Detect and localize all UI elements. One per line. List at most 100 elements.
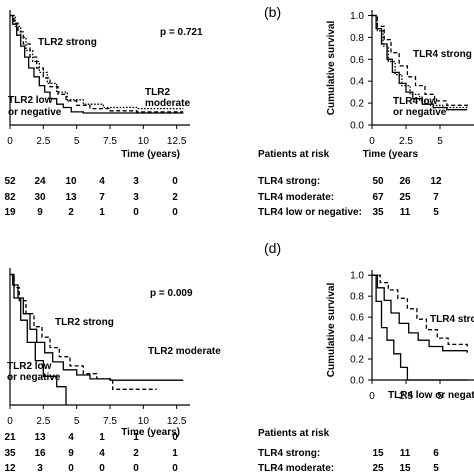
risk-value: 16 [34, 448, 46, 459]
risk-value: 0 [99, 463, 105, 474]
risk-value: 82 [4, 192, 16, 203]
risk-value: 13 [34, 432, 46, 443]
risk-value: 3 [133, 192, 139, 203]
x-axis-label: Time (years) [121, 149, 180, 160]
km-curve-3 [10, 273, 67, 405]
series-label: TLR2 low [7, 361, 52, 372]
risk-row-label: TLR4 strong: [258, 448, 320, 459]
risk-value: 9 [37, 207, 43, 218]
risk-value: 2 [133, 448, 139, 459]
risk-row-label: TLR4 low or negative: [258, 207, 362, 218]
risk-value: 4 [99, 176, 105, 187]
y-tick-label: 0.0 [350, 376, 364, 387]
y-tick-label: 0.6 [350, 55, 364, 66]
risk-value: 2 [172, 192, 178, 203]
risk-value: 30 [34, 192, 46, 203]
risk-row-label: TLR4 moderate: [258, 463, 334, 474]
risk-value: 1 [99, 207, 105, 218]
km-curve-1 [372, 14, 468, 108]
risk-value: 52 [4, 176, 16, 187]
risk-value: 0 [172, 463, 178, 474]
x-axis-label: Time (years) [121, 427, 180, 438]
panel-d: 0 2.5 5 0.0 0.2 0.4 0.6 0.8 1.0 Cumulative surviv… [258, 240, 474, 474]
x-tick-label: 5 [437, 136, 443, 147]
x-tick-label: 2.5 [36, 416, 50, 427]
risk-value: 12 [4, 463, 16, 474]
risk-value: 3 [37, 463, 43, 474]
risk-value: 2 [68, 207, 74, 218]
risk-value: 5 [433, 463, 439, 474]
risk-value: 0 [133, 207, 139, 218]
x-tick-label: 5 [74, 136, 80, 147]
risk-value: 25 [399, 192, 411, 203]
risk-value: 0 [133, 463, 139, 474]
series-label: TLR2 low [8, 95, 53, 106]
risk-table: Patients at risk TLR4 strong: 50 26 12 TLR4 m… [258, 149, 442, 218]
y-tick-label: 1.0 [350, 11, 364, 22]
risk-value: 0 [172, 207, 178, 218]
km-curve-1 [10, 14, 184, 114]
y-tick-label: 0.8 [350, 33, 364, 44]
series-label: or negative [393, 107, 447, 118]
risk-value: 50 [372, 176, 384, 187]
x-tick-label: 0 [7, 136, 13, 147]
km-curve-3 [10, 14, 184, 110]
risk-value: 35 [372, 207, 384, 218]
risk-value: 0 [172, 176, 178, 187]
risk-value: 11 [400, 207, 411, 218]
risk-table: 52 24 10 4 3 082 30 13 7 3 219 9 2 1 0 0 [4, 176, 178, 218]
risk-value: 3 [133, 176, 139, 187]
y-tick-label: 0.2 [350, 355, 364, 366]
risk-table: 21 13 4 1 1 035 16 9 4 2 112 3 0 0 0 0 [4, 432, 178, 474]
risk-value: 10 [65, 176, 77, 187]
series-label: TLR2 moderate [148, 346, 221, 357]
series-label: TLR4 strong [413, 49, 472, 60]
x-tick-label: 12.5 [167, 136, 187, 147]
x-tick-label: 0 [7, 416, 13, 427]
risk-value: 11 [400, 448, 411, 459]
risk-value: 4 [99, 448, 105, 459]
x-tick-label: 10 [138, 416, 150, 427]
y-tick-label: 0.2 [350, 99, 364, 110]
series-label: TLR2 strong [55, 317, 114, 328]
risk-value: 1 [172, 448, 178, 459]
risk-value: 7 [433, 192, 439, 203]
risk-value: 12 [430, 176, 442, 187]
y-tick-label: 0.6 [350, 313, 364, 324]
y-tick-label: 0.0 [350, 121, 364, 132]
x-tick-label: 5 [74, 416, 80, 427]
risk-value: 24 [34, 176, 46, 187]
risk-row-label: TLR4 strong: [258, 176, 320, 187]
series-label: moderate [145, 98, 190, 109]
series-label: TLR4 stron [430, 314, 474, 325]
x-tick-label: 7.5 [103, 416, 117, 427]
x-tick-label: 0 [369, 391, 375, 402]
risk-value: 1 [133, 432, 139, 443]
risk-value: 15 [372, 448, 384, 459]
panel-b: 0 2.5 5 0.0 0.2 0.4 0.6 0.8 1.0 Cumulative surviv… [258, 4, 474, 218]
y-axis-label: Cumulative survival [326, 283, 337, 378]
y-tick-label: 0.4 [350, 77, 364, 88]
risk-value: 19 [4, 207, 16, 218]
risk-value: 0 [68, 463, 74, 474]
x-tick-label: 10 [138, 136, 150, 147]
risk-table-title: Patients at risk [258, 149, 330, 160]
risk-row-label: TLR4 moderate: [258, 192, 334, 203]
x-tick-label: 12.5 [167, 416, 187, 427]
series-label: or negative [8, 107, 62, 118]
x-tick-label: 2.5 [399, 136, 413, 147]
risk-value: 5 [433, 207, 439, 218]
x-tick-label: 0 [369, 136, 375, 147]
risk-value: 35 [4, 448, 16, 459]
x-tick-label: 5 [437, 391, 443, 402]
risk-value: 15 [399, 463, 411, 474]
km-curve-3 [372, 14, 468, 109]
series-label: TLR4 low [393, 96, 438, 107]
x-tick-label: 2.5 [36, 136, 50, 147]
km-curve-3 [372, 274, 468, 381]
y-tick-label: 0.8 [350, 292, 364, 303]
risk-value: 21 [4, 432, 16, 443]
x-tick-label: 7.5 [103, 136, 117, 147]
risk-value: 0 [172, 432, 178, 443]
